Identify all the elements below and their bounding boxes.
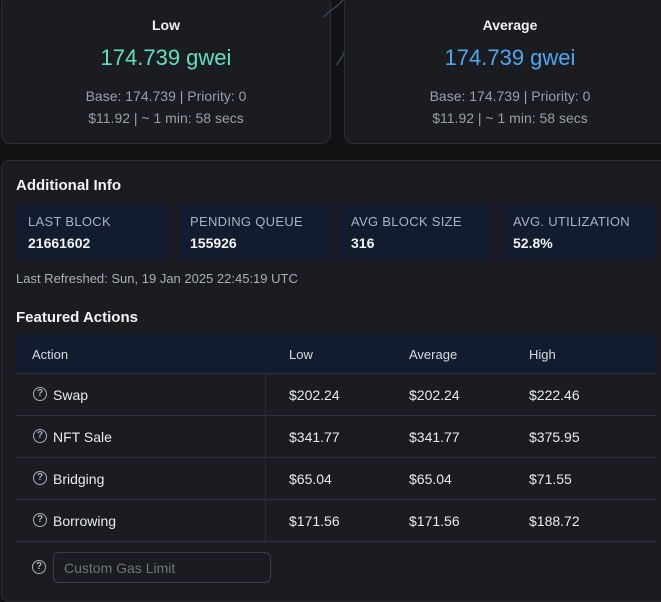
row-high: $375.95 <box>529 429 580 445</box>
row-low: $202.24 <box>289 387 340 403</box>
stat-value: 155926 <box>190 235 237 251</box>
help-icon[interactable]: ? <box>33 429 47 443</box>
low-card-label: Low <box>152 17 180 33</box>
custom-gas-limit-input[interactable] <box>53 552 271 583</box>
stat-value: 316 <box>351 235 375 251</box>
low-card-gwei: 174.739 gwei <box>100 45 232 70</box>
custom-gas-help-icon[interactable]: ? <box>32 560 46 574</box>
stat-label: PENDING QUEUE <box>190 214 303 229</box>
header-high: High <box>529 347 556 362</box>
low-gas-card: Low 174.739 gwei Base: 174.739 | Priorit… <box>1 0 331 144</box>
stat-pending-queue: PENDING QUEUE 155926 <box>178 204 331 260</box>
average-card-gwei: 174.739 gwei <box>444 45 576 70</box>
featured-actions-title: Featured Actions <box>16 309 138 326</box>
help-icon[interactable]: ? <box>33 471 47 485</box>
row-action: Borrowing <box>53 513 117 529</box>
row-high: $71.55 <box>529 471 572 487</box>
table-row: ? NFT Sale $341.77 $341.77 $375.95 <box>16 416 656 458</box>
featured-actions-table: Action Low Average High ? Swap $202.24 $… <box>16 335 656 542</box>
row-average: $65.04 <box>409 471 452 487</box>
low-card-cost-time: $11.92 | ~ 1 min: 58 secs <box>88 110 244 126</box>
row-low: $65.04 <box>289 471 332 487</box>
stat-last-block: LAST BLOCK 21661602 <box>16 204 169 260</box>
row-low: $171.56 <box>289 513 340 529</box>
table-row: ? Swap $202.24 $202.24 $222.46 <box>16 374 656 416</box>
header-low: Low <box>289 347 313 362</box>
row-high: $188.72 <box>529 513 580 529</box>
row-low: $341.77 <box>289 429 340 445</box>
average-card-base-priority: Base: 174.739 | Priority: 0 <box>429 88 591 104</box>
stat-avg-utilization: AVG. UTILIZATION 52.8% <box>501 204 656 260</box>
row-high: $222.46 <box>529 387 580 403</box>
stat-label: LAST BLOCK <box>28 214 111 229</box>
stat-value: 52.8% <box>513 235 553 251</box>
table-row: ? Borrowing $171.56 $171.56 $188.72 <box>16 500 656 542</box>
row-average: $202.24 <box>409 387 460 403</box>
header-action: Action <box>32 347 69 362</box>
stat-label: AVG BLOCK SIZE <box>351 214 462 229</box>
average-card-cost-time: $11.92 | ~ 1 min: 58 secs <box>432 110 588 126</box>
row-action: Swap <box>53 387 89 403</box>
average-card-label: Average <box>482 17 538 33</box>
table-header: Action Low Average High <box>16 335 656 374</box>
table-row: ? Bridging $65.04 $65.04 $71.55 <box>16 458 656 500</box>
stat-label: AVG. UTILIZATION <box>513 214 630 229</box>
header-average: Average <box>409 347 458 362</box>
additional-info-title: Additional Info <box>16 177 121 194</box>
row-action: NFT Sale <box>53 429 112 445</box>
low-card-base-priority: Base: 174.739 | Priority: 0 <box>85 88 247 104</box>
row-action: Bridging <box>53 471 105 487</box>
column-divider <box>265 373 266 543</box>
help-icon[interactable]: ? <box>33 387 47 401</box>
help-icon[interactable]: ? <box>33 513 47 527</box>
row-average: $171.56 <box>409 513 460 529</box>
last-refreshed-text: Last Refreshed: Sun, 19 Jan 2025 22:45:1… <box>16 271 298 286</box>
row-average: $341.77 <box>409 429 460 445</box>
average-gas-card: Average 174.739 gwei Base: 174.739 | Pri… <box>344 0 661 144</box>
stat-value: 21661602 <box>28 235 91 251</box>
stat-avg-block-size: AVG BLOCK SIZE 316 <box>339 204 492 260</box>
